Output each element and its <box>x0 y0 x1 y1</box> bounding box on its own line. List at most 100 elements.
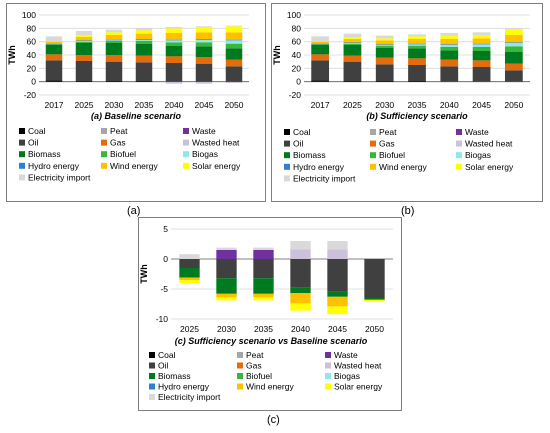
chart-a-legend-swatch <box>101 162 107 169</box>
chart-b-category-label: 2045 <box>472 100 491 110</box>
chart-b-bar-segment <box>343 61 362 81</box>
chart-b-bar-segment <box>440 59 459 67</box>
chart-panel-c: -10 -5 0 5 TWh 2025 2030 2035 2040 2045 2050 (c) Su… <box>138 217 402 411</box>
caption-b: (b) <box>401 205 415 217</box>
chart-b-ytick-label: 20 <box>292 63 302 73</box>
chart-b-bar-segment <box>343 42 362 43</box>
chart-c-bar-segment <box>216 250 237 259</box>
chart-b-bar-segment <box>472 81 491 83</box>
chart-c-bar-segment <box>216 278 237 294</box>
chart-b-bar-segment <box>343 43 362 44</box>
chart-a-bar-segment <box>135 41 153 44</box>
chart-c-category-label: 2040 <box>291 324 310 334</box>
chart-b-bar-segment <box>472 35 491 39</box>
chart-a-bar-segment <box>165 28 183 33</box>
chart-a-bar-segment <box>165 56 183 63</box>
chart-a-legend-label: Gas <box>110 138 126 148</box>
chart-a-legend-label: Wind energy <box>110 161 158 171</box>
chart-a-bar-segment <box>105 81 123 82</box>
chart-c-category-label: 2045 <box>328 324 347 334</box>
chart-a-bar-segment <box>165 39 183 41</box>
chart-a-bar-segment <box>165 42 183 46</box>
chart-a-category-label: 2035 <box>135 100 154 110</box>
chart-b-legend-label: Gas <box>379 139 395 149</box>
chart-c-bar-segment <box>253 259 274 279</box>
chart-b-ytick-label: 60 <box>292 37 302 47</box>
chart-b-legend-swatch <box>456 140 462 147</box>
chart-c-bar-segment <box>290 259 311 288</box>
chart-a-bar-segment <box>75 37 93 41</box>
chart-b-bar-segment <box>375 38 394 41</box>
chart-b-bar-segment <box>472 32 491 35</box>
chart-b-ytick-label: -20 <box>289 90 302 100</box>
chart-a-bar-segment <box>45 80 63 82</box>
chart-c-legend-swatch <box>325 352 331 358</box>
chart-b-legend-swatch <box>284 140 290 147</box>
chart-b-bar-segment <box>472 51 491 61</box>
chart-b-legend-label: Waste <box>465 127 489 137</box>
chart-b-ytick-label: 0 <box>296 77 301 87</box>
chart-a-bar-segment <box>45 54 63 61</box>
chart-b-bar-segment <box>311 43 330 45</box>
chart-a-bar-segment <box>195 57 213 64</box>
chart-b-bar-segment <box>504 81 523 82</box>
chart-b-bar-segment <box>375 64 394 81</box>
chart-a-bar-segment <box>165 40 183 43</box>
chart-c-bar-segment <box>253 250 274 259</box>
chart-b-legend-label: Wind energy <box>379 162 427 172</box>
chart-b-bar-segment <box>472 38 491 44</box>
chart-c-legend-label: Gas <box>246 361 262 371</box>
chart-b-bar-segment <box>408 58 426 65</box>
chart-c-title: (c) Sufficiency scenario vs Baseline sce… <box>175 336 368 346</box>
chart-a-bar-segment <box>135 28 153 31</box>
chart-c-legend-swatch <box>149 383 155 390</box>
chart-b-legend-label: Solar energy <box>465 162 514 172</box>
chart-c: -10 -5 0 5 TWh 2025 2030 2035 2040 2045 2050 (c) Su… <box>139 224 393 402</box>
chart-b-bar-segment <box>408 36 426 39</box>
chart-b-bar-segment <box>375 81 394 82</box>
chart-b-legend-label: Coal <box>293 127 311 137</box>
chart-c-category-label: 2035 <box>254 324 273 334</box>
chart-a-ytick-label: 0 <box>31 77 36 87</box>
chart-c-bar-segment <box>253 293 274 298</box>
chart-b-bar-segment <box>440 39 459 45</box>
chart-c-legend-label: Hydro energy <box>158 382 210 392</box>
chart-b-legend-label: Biomass <box>293 150 326 160</box>
chart-c-bar-segment <box>216 259 237 279</box>
chart-b-bar-segment <box>375 35 394 39</box>
chart-b-ytick-label: 100 <box>287 10 301 20</box>
chart-b-bar-segment <box>375 45 394 48</box>
chart-b-category-label: 2050 <box>504 100 523 110</box>
chart-a-legend-swatch <box>19 128 25 134</box>
chart-b-bar-segment <box>440 66 459 81</box>
chart-a-ytick-label: 60 <box>27 37 37 47</box>
chart-c-legend-swatch <box>237 373 243 379</box>
chart-a-bar-segment <box>165 33 183 40</box>
chart-b-legend-swatch <box>370 140 376 147</box>
chart-c-bar-segment <box>290 293 311 304</box>
chart-b-legend-swatch <box>284 163 290 170</box>
chart-c-bar-segment <box>327 296 348 307</box>
chart-c-bar-segment <box>290 287 311 294</box>
chart-a-bar-segment <box>105 43 123 55</box>
chart-c-bar-segment <box>253 247 274 250</box>
chart-b-bar-segment <box>408 43 426 45</box>
chart-a-legend-label: Peat <box>110 126 128 136</box>
chart-a-bar-segment <box>225 81 243 82</box>
chart-c-legend-swatch <box>237 362 243 369</box>
chart-c-legend-label: Wasted heat <box>334 361 382 371</box>
chart-a-legend-label: Oil <box>28 138 39 148</box>
chart-a-bar-segment <box>135 39 153 40</box>
chart-c-legend-label: Oil <box>158 361 169 371</box>
chart-a-bar-segment <box>45 41 63 44</box>
chart-a-bar-segment <box>225 43 243 49</box>
chart-c-legend-label: Biomass <box>158 371 191 381</box>
chart-b-bar-segment <box>375 44 394 45</box>
chart-a-ytick-label: 40 <box>27 50 37 60</box>
chart-b-legend-label: Peat <box>379 127 397 137</box>
chart-c-bar-segment <box>179 254 200 259</box>
chart-c-ytick-label: 5 <box>163 224 168 234</box>
chart-b-bar-segment <box>343 55 362 62</box>
chart-a-bar-segment <box>195 81 213 82</box>
